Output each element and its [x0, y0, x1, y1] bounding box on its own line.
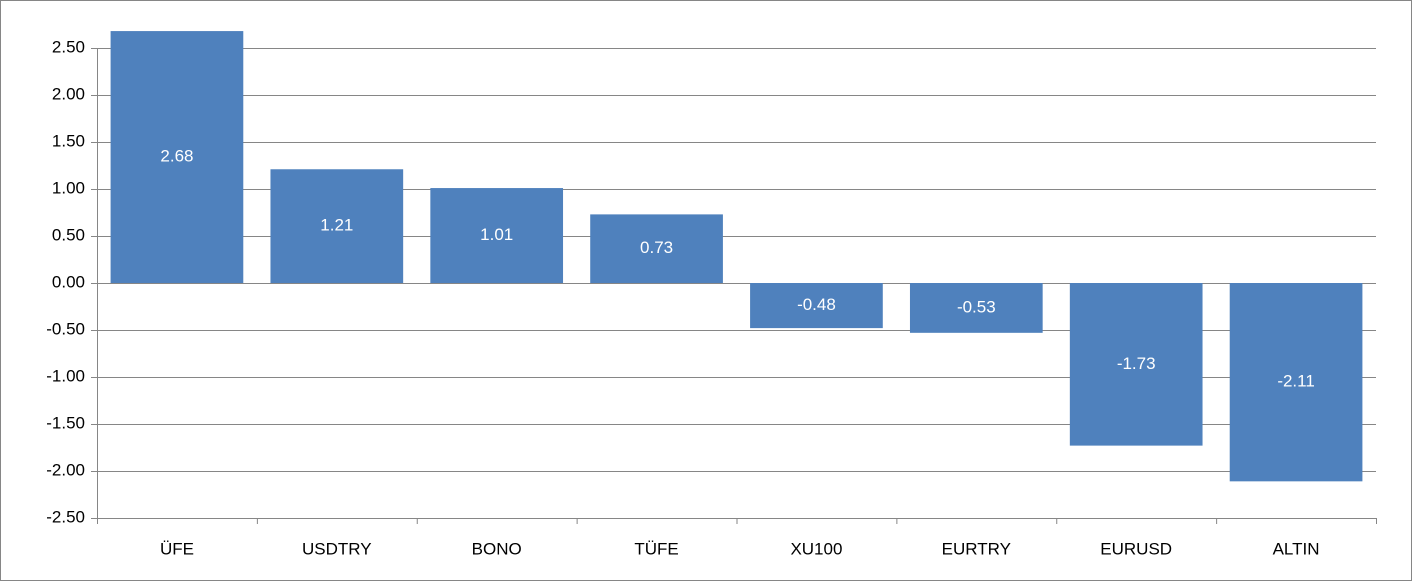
data-label: -0.48: [797, 295, 836, 314]
data-label: -0.53: [957, 297, 996, 316]
data-label: 1.01: [480, 225, 513, 244]
x-tick-label: TÜFE: [634, 539, 678, 558]
y-tick-label: 1.50: [52, 131, 85, 150]
y-tick-label: 0.50: [52, 225, 85, 244]
x-tick-label: BONO: [472, 539, 522, 558]
bar: [1069, 283, 1203, 446]
y-tick-label: -2.50: [46, 507, 85, 526]
data-label: -1.73: [1117, 354, 1156, 373]
x-tick-label: ÜFE: [160, 539, 194, 558]
data-label: -2.11: [1277, 372, 1315, 391]
data-label: 2.68: [160, 147, 193, 166]
y-tick-label: 0.00: [52, 272, 85, 291]
bar: [909, 283, 1043, 333]
data-label: 0.73: [640, 238, 673, 257]
x-tick-label: EURTRY: [942, 539, 1011, 558]
bar: [270, 169, 404, 283]
bar: [590, 214, 723, 283]
data-label: 1.21: [320, 216, 353, 235]
x-tick-label: XU100: [790, 539, 842, 558]
bar: [430, 188, 564, 283]
y-tick-label: 2.50: [52, 37, 85, 56]
x-tick-label: EURUSD: [1100, 539, 1172, 558]
y-tick-label: 2.00: [52, 84, 85, 103]
bar: [1229, 283, 1363, 482]
y-tick-label: 1.00: [52, 178, 85, 197]
bar: [110, 31, 244, 283]
y-tick-label: -0.50: [46, 319, 85, 338]
y-tick-label: -1.00: [46, 366, 85, 385]
x-tick-label: ALTIN: [1273, 539, 1320, 558]
y-tick-label: -1.50: [46, 413, 85, 432]
y-tick-label: -2.00: [46, 460, 85, 479]
x-tick-label: USDTRY: [302, 539, 372, 558]
bar: [750, 283, 883, 329]
